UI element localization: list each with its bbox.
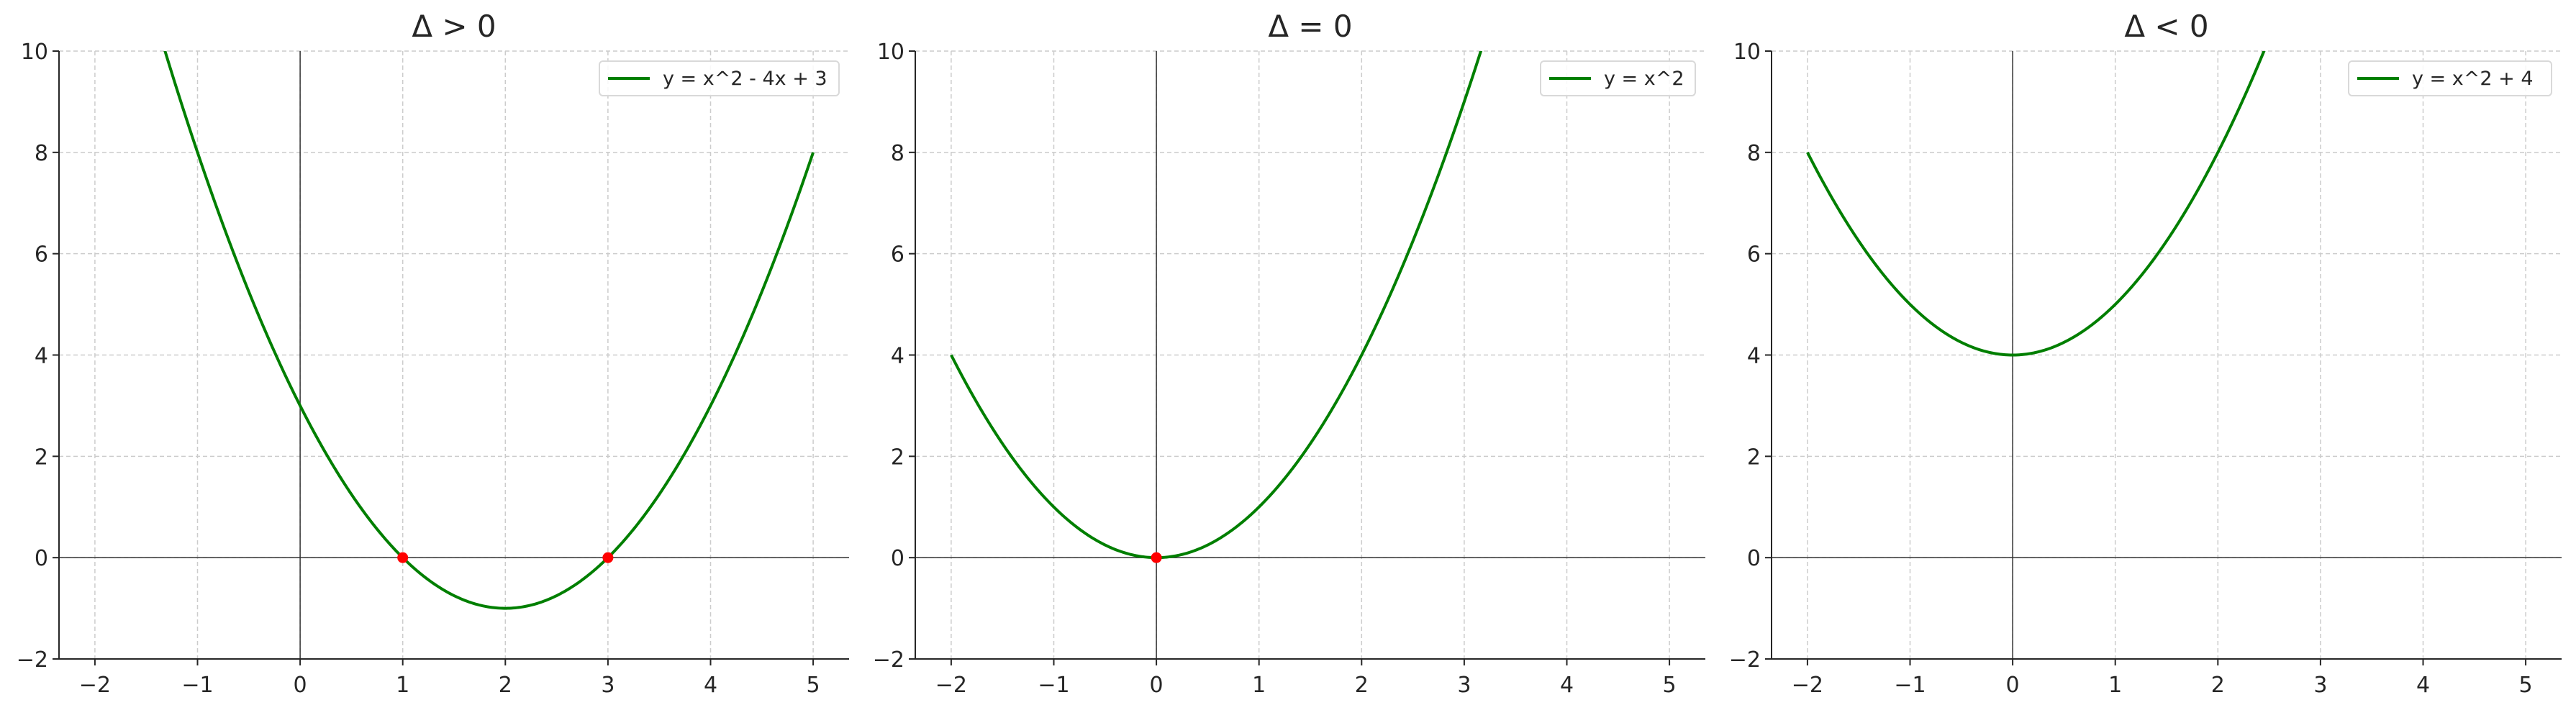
root-point	[1151, 552, 1162, 563]
x-tick-label: 2	[499, 673, 512, 698]
chart-panel-2: −2 −1 0 1 2 3 4 5 −2 0 2 4 6 8 10 Δ = 0 y = x^2	[873, 9, 1705, 698]
x-tick-label: 0	[1150, 673, 1164, 698]
legend: y = x^2	[1540, 60, 1696, 96]
x-tick-label: 1	[1252, 673, 1266, 698]
x-tick-label: 4	[1560, 673, 1574, 698]
y-tick-label: 4	[1747, 344, 1761, 369]
y-tick-label: 6	[35, 242, 48, 268]
x-tick-label: 4	[704, 673, 717, 698]
x-tick-label: 5	[807, 673, 820, 698]
x-tick-label: −1	[1038, 673, 1069, 698]
chart-panel-1: −2 −1 0 1 2 3 4 5 −2 0 2 4 6 8 10 Δ > 0 y = x^2 - 4x + 3	[17, 9, 849, 698]
x-tick-label: −1	[181, 673, 213, 698]
series-line	[163, 51, 815, 610]
x-tick-label: 5	[2519, 673, 2533, 698]
y-tick-label: −2	[1729, 647, 1761, 673]
y-tick-label: 2	[891, 445, 904, 470]
series-line	[1806, 51, 2266, 357]
y-tick-label: 6	[1747, 242, 1761, 268]
x-tick-label: 3	[601, 673, 614, 698]
x-tick-label: 0	[2006, 673, 2020, 698]
chart-panel-3: −2 −1 0 1 2 3 4 5 −2 0 2 4 6 8 10 Δ < 0 y = x^2 + 4	[1729, 9, 2562, 698]
x-tick-label: 2	[1355, 673, 1369, 698]
legend-label: y = x^2 + 4	[2412, 68, 2534, 90]
y-tick-label: 8	[1747, 141, 1761, 166]
x-tick-label: 2	[2211, 673, 2225, 698]
x-tick-label: 1	[396, 673, 409, 698]
y-tick-label: 10	[877, 40, 904, 65]
x-tick-label: 1	[2108, 673, 2122, 698]
x-tick-label: 0	[294, 673, 307, 698]
x-tick-label: −2	[1792, 673, 1823, 698]
y-tick-label: 0	[891, 546, 904, 571]
y-tick-label: 6	[891, 242, 904, 268]
x-tick-label: 5	[1663, 673, 1677, 698]
x-tick-label: −2	[935, 673, 967, 698]
x-tick-label: 3	[1457, 673, 1471, 698]
y-tick-label: 0	[1747, 546, 1761, 571]
legend: y = x^2 + 4	[2348, 60, 2552, 96]
chart-title: Δ > 0	[412, 9, 496, 44]
chart-title: Δ = 0	[1268, 9, 1352, 44]
legend-box	[599, 60, 840, 96]
y-tick-label: 4	[891, 344, 904, 369]
legend: y = x^2 - 4x + 3	[599, 60, 840, 96]
y-tick-label: 0	[35, 546, 48, 571]
legend-label: y = x^2 - 4x + 3	[663, 68, 827, 90]
x-tick-label: 3	[2313, 673, 2327, 698]
y-tick-label: 10	[21, 40, 48, 65]
x-tick-label: −1	[1894, 673, 1926, 698]
legend-box	[2348, 60, 2552, 96]
x-tick-label: 4	[2416, 673, 2430, 698]
y-tick-label: 8	[35, 141, 48, 166]
y-tick-label: 8	[891, 141, 904, 166]
y-tick-label: 2	[1747, 445, 1761, 470]
root-point	[397, 552, 409, 563]
series-line	[950, 51, 1483, 560]
y-tick-label: 4	[35, 344, 48, 369]
y-tick-label: 2	[35, 445, 48, 470]
legend-label: y = x^2	[1604, 68, 1684, 90]
chart-title: Δ < 0	[2124, 9, 2208, 44]
y-tick-label: −2	[873, 647, 904, 673]
legend-box	[1540, 60, 1696, 96]
y-tick-label: −2	[17, 647, 48, 673]
x-tick-label: −2	[79, 673, 111, 698]
root-point	[602, 552, 614, 563]
y-tick-label: 10	[1733, 40, 1761, 65]
